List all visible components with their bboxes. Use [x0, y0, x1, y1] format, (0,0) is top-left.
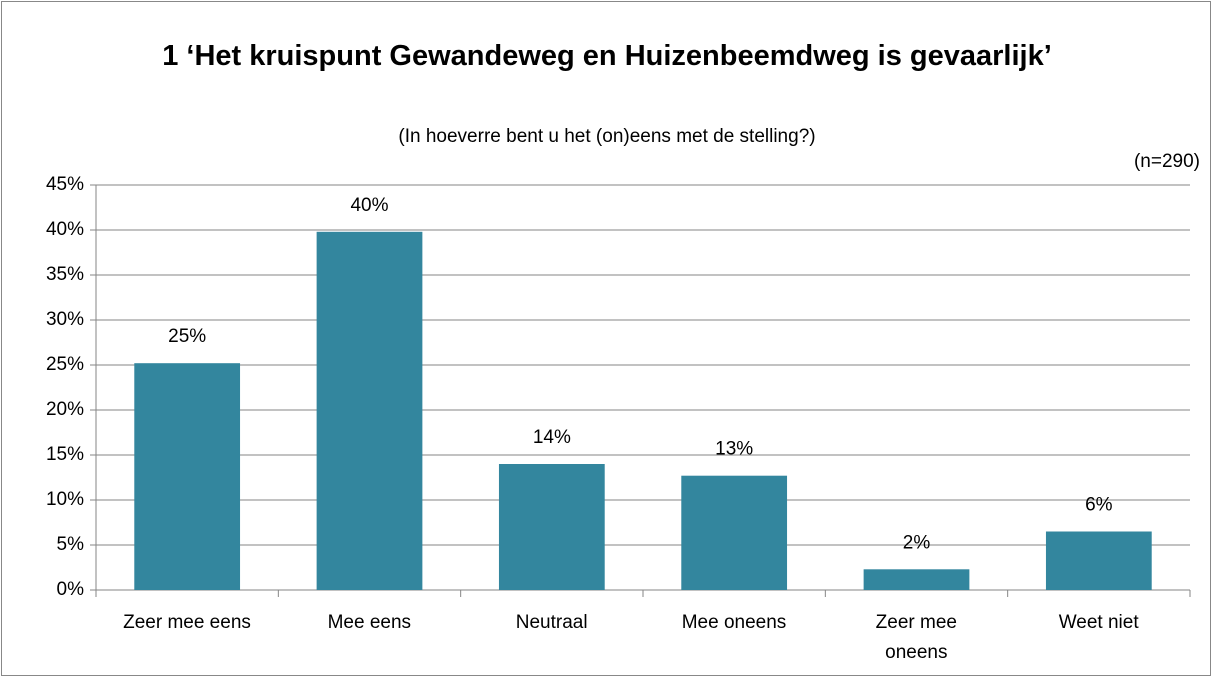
y-tick-label: 30% — [46, 309, 84, 330]
y-tick-label: 35% — [46, 264, 84, 285]
bar — [1045, 531, 1152, 590]
x-tick-label: Zeer mee oneens — [875, 612, 957, 663]
y-tick-label: 0% — [57, 579, 85, 600]
data-label: 2% — [903, 532, 931, 553]
data-label: 14% — [533, 427, 571, 448]
data-label: 25% — [168, 326, 206, 347]
bar — [863, 569, 970, 590]
y-tick-label: 10% — [46, 489, 84, 510]
y-tick-label: 5% — [57, 534, 85, 555]
sample-size-note: (n=290) — [1133, 151, 1200, 172]
y-tick-label: 20% — [46, 399, 84, 420]
data-label: 13% — [715, 439, 753, 460]
x-tick-label: Zeer mee eens — [123, 612, 251, 633]
x-tick-label: Neutraal — [515, 612, 588, 633]
x-tick-label: Mee eens — [327, 612, 412, 633]
data-label: 40% — [350, 195, 388, 216]
chart-title: 1 ‘Het kruispunt Gewandeweg en Huizenbee… — [162, 40, 1052, 72]
x-tick-label: Mee oneens — [681, 612, 787, 633]
y-tick-label: 40% — [46, 219, 84, 240]
x-tick-label: Weet niet — [1058, 612, 1139, 633]
data-label: 6% — [1085, 495, 1113, 516]
y-tick-label: 15% — [46, 444, 84, 465]
bar — [134, 363, 241, 590]
chart-subtitle: (In hoeverre bent u het (on)eens met de … — [398, 126, 816, 147]
bar — [498, 464, 605, 590]
y-tick-label: 25% — [46, 354, 84, 375]
y-tick-label: 45% — [46, 174, 84, 195]
bar — [316, 231, 423, 591]
bar — [681, 475, 788, 590]
